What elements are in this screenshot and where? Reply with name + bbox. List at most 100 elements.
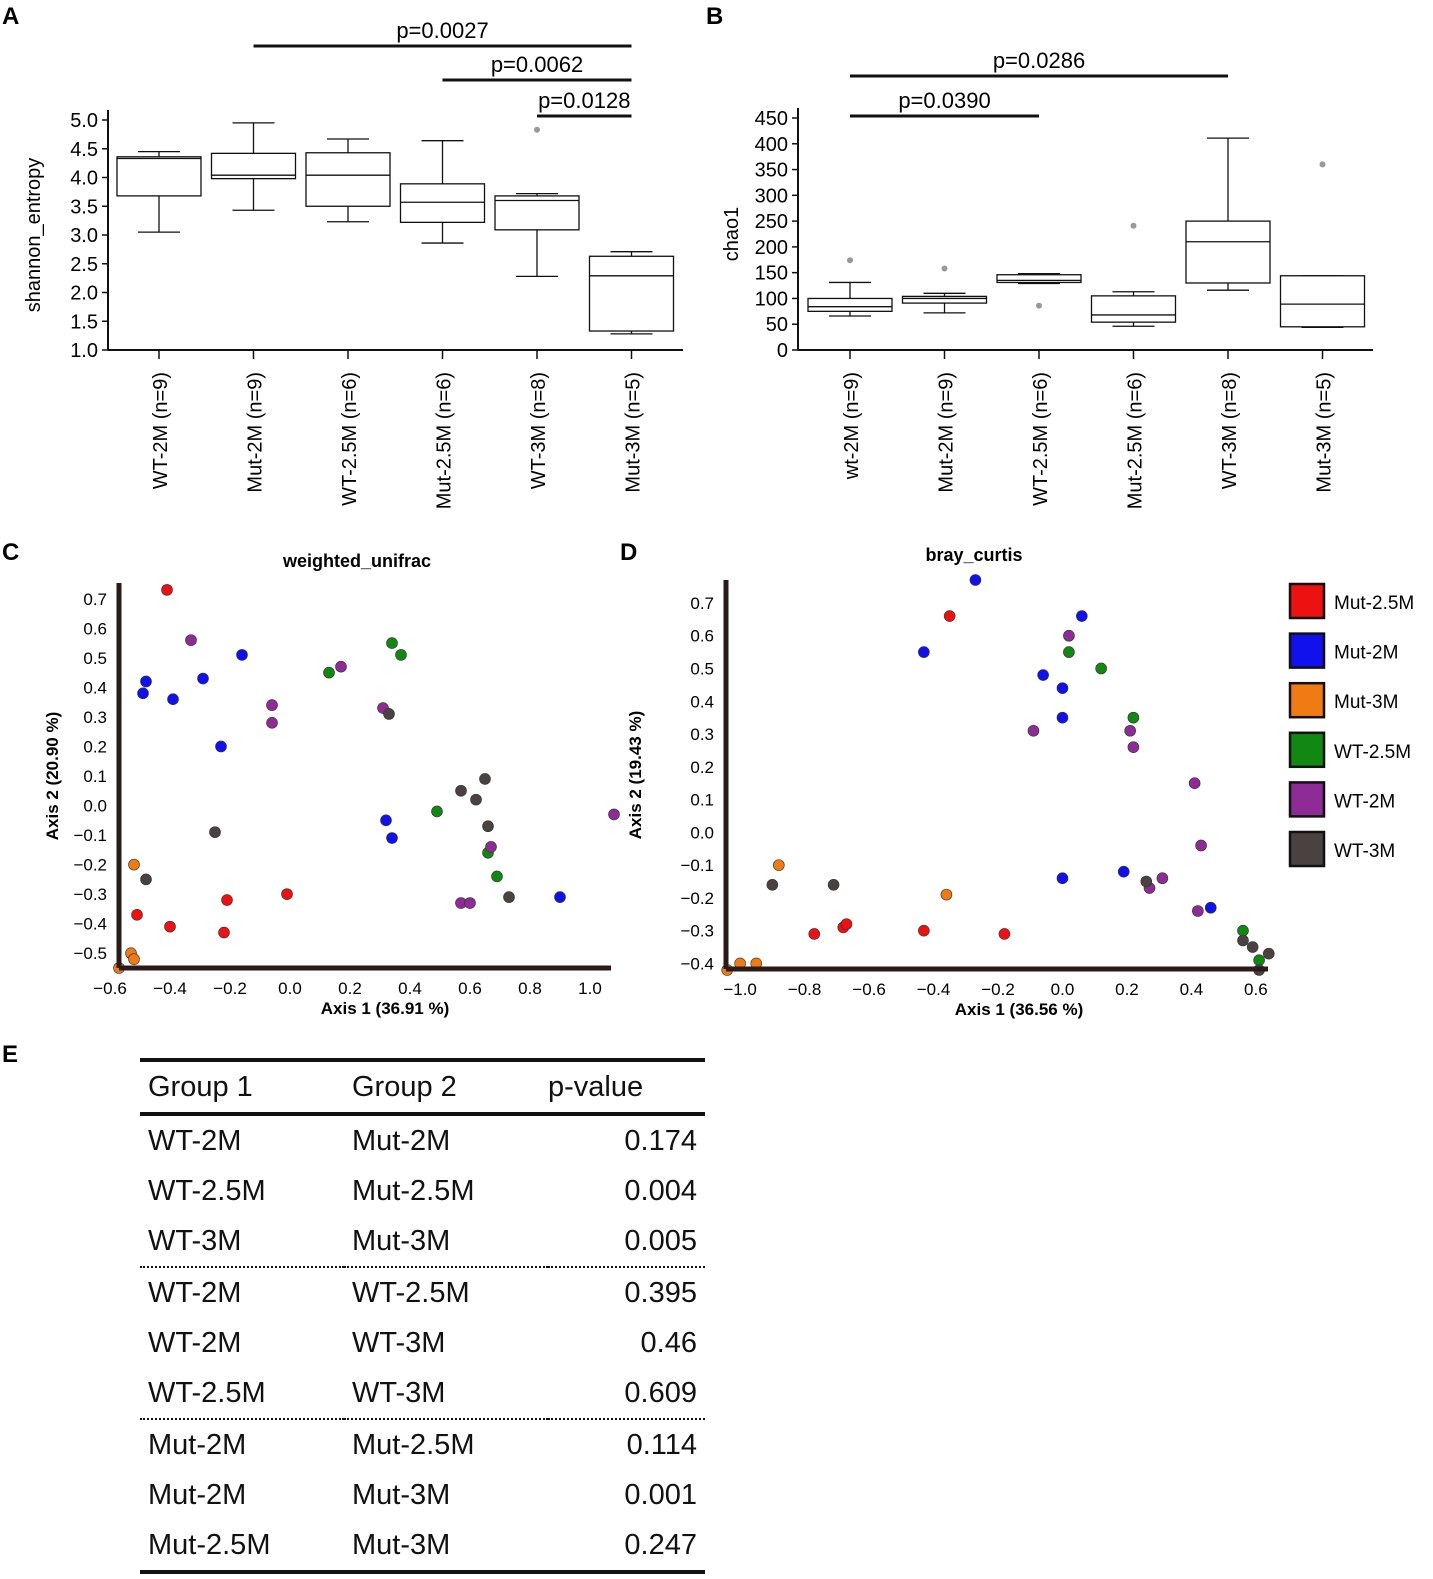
cell-group-2: WT-2.5M [344, 1266, 548, 1318]
cell-group-1: WT-3M [148, 1224, 242, 1257]
series-wt-2-5m [1063, 646, 1265, 966]
y-tick-label: 0.3 [690, 725, 714, 744]
legend-item: Mut-3M [1288, 681, 1398, 719]
iqr-box [996, 274, 1082, 284]
y-tick-label: 0.5 [690, 659, 714, 678]
outlier-point [534, 126, 540, 133]
iqr-box [305, 152, 391, 207]
y-tick-label: −0.3 [680, 922, 714, 941]
cell-group-1: Mut-2M [148, 1478, 247, 1511]
x-tick-label: 0.0 [278, 979, 302, 998]
box-5 [1185, 137, 1271, 291]
data-point [380, 814, 392, 827]
y-tick-label: 0 [777, 340, 788, 362]
series-wt-2m [1027, 629, 1207, 917]
data-point [998, 928, 1011, 940]
significance-label: p=0.0062 [491, 52, 583, 77]
data-point [1237, 924, 1249, 937]
cell-p-value: 0.001 [624, 1478, 697, 1511]
data-point [137, 687, 149, 700]
x-tick-label: 0.2 [338, 979, 362, 998]
data-point [1140, 875, 1153, 888]
data-point [1262, 947, 1275, 960]
data-point [236, 649, 248, 661]
data-point [1188, 777, 1201, 789]
y-tick-label: 300 [755, 185, 788, 207]
cell-group-1: Mut-2M [140, 1418, 344, 1470]
y-axis-title: chao1 [721, 207, 743, 262]
legend-label: Mut-2M [1334, 643, 1398, 664]
x-axis-title: Axis 1 (36.91 %) [321, 999, 450, 1018]
legend-label: Mut-2.5M [1334, 593, 1414, 614]
y-tick-label: 0.4 [690, 692, 714, 711]
box-6 [588, 251, 675, 335]
y-tick-label: 0.1 [83, 767, 107, 786]
table-row: WT-2M WT-3M 0.46 [140, 1318, 705, 1368]
category-label: Mut-3M (n=5) [623, 372, 645, 493]
data-point [464, 897, 476, 909]
cell-group-2: Mut-3M [352, 1224, 451, 1257]
y-tick-label: −0.2 [73, 856, 107, 875]
data-point [772, 859, 785, 871]
data-point [479, 773, 491, 785]
data-point [940, 888, 953, 901]
y-tick-label: 0.1 [690, 791, 714, 810]
data-point [485, 841, 497, 853]
series-mut-2-5m [808, 610, 1011, 940]
outlier-point [847, 257, 853, 264]
data-point [266, 699, 278, 711]
data-point [1127, 711, 1140, 724]
iqr-box [399, 183, 486, 223]
y-tick-label: 4.5 [70, 139, 98, 161]
x-tick-label: 0.8 [518, 979, 542, 998]
pcoa-bray-curtis: bray_curtis −0.4 −0.3 −0.2 −0.1 0.0 0.1 0.2 0.3 0… [626, 545, 1275, 1019]
box-4 [399, 140, 486, 244]
data-point [431, 805, 443, 818]
data-point [167, 693, 179, 706]
plot-title: bray_curtis [925, 545, 1022, 565]
data-point [470, 793, 482, 806]
box-4 [1090, 222, 1177, 327]
y-tick-label: 0.6 [83, 619, 107, 638]
data-point [281, 888, 293, 900]
plot-title: weighted_unifrac [282, 551, 431, 571]
cell-p-value: 0.46 [640, 1326, 697, 1359]
data-point [455, 784, 467, 797]
series-wt-3m [140, 708, 515, 903]
y-tick-label: 1.0 [70, 340, 98, 362]
outlier-point [1036, 302, 1042, 309]
data-point [218, 926, 230, 939]
data-point [554, 891, 566, 903]
box-plot-chao1: 0 50 100 150 200 250 300 350 400 450 chao1 wt-2M (n… [721, 48, 1373, 509]
outlier-point [1130, 222, 1137, 229]
x-tick-label: 0.2 [1115, 980, 1139, 999]
cell-p-value: 0.114 [548, 1418, 705, 1470]
category-label: WT-2M (n=9) [150, 372, 172, 489]
data-point [383, 708, 395, 720]
y-tick-label: 2.5 [70, 254, 98, 276]
category-label: WT-2.5M (n=6) [339, 372, 361, 506]
y-tick-label: 400 [755, 134, 788, 156]
cell-group-2: WT-3M [352, 1326, 446, 1359]
cell-group-2: Mut-2M [352, 1124, 451, 1157]
category-label: Mut-2.5M (n=6) [434, 372, 456, 509]
panel-label-c: C [2, 539, 19, 566]
y-tick-label: −0.3 [73, 885, 107, 904]
header-p-value: p-value [548, 1070, 644, 1103]
data-point [164, 920, 176, 933]
series-mut-2m [137, 649, 566, 903]
series-mut-3m [721, 859, 953, 976]
x-tick-label: −0.8 [788, 980, 822, 999]
x-tick-label: −0.2 [213, 979, 247, 998]
iqr-box [807, 297, 893, 312]
legend-swatch [1288, 681, 1326, 719]
data-point [1124, 724, 1136, 737]
y-tick-label: 0.2 [83, 737, 107, 756]
y-tick-label: 0.0 [83, 797, 107, 816]
data-point [128, 858, 140, 871]
y-tick-label: 2.0 [70, 283, 98, 305]
data-point [1237, 934, 1249, 947]
box-1 [116, 150, 202, 233]
category-label: Mut-2M (n=9) [245, 372, 267, 493]
